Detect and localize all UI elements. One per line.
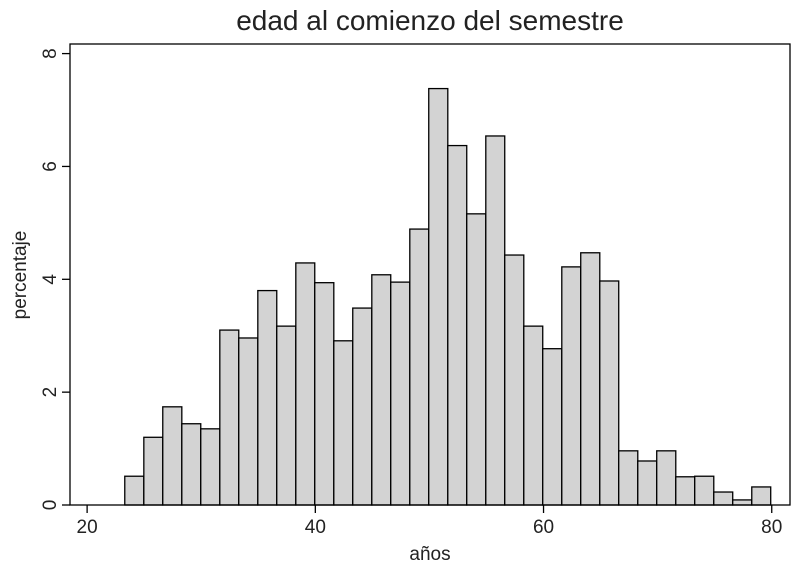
bar	[542, 348, 563, 506]
bar	[238, 337, 259, 506]
bar	[675, 476, 696, 506]
bar	[143, 436, 164, 506]
y-tick-label: 2	[40, 387, 61, 398]
bar	[561, 266, 582, 506]
bar	[257, 289, 278, 506]
bar	[637, 460, 658, 506]
bar	[618, 450, 639, 506]
bar	[352, 307, 373, 506]
chart-title: edad al comienzo del semestre	[236, 5, 624, 36]
bar	[580, 252, 601, 506]
bar	[447, 144, 468, 506]
y-tick-label: 0	[40, 500, 61, 511]
y-tick-label: 8	[40, 48, 61, 59]
bar	[162, 406, 183, 506]
x-tick-label: 80	[761, 517, 782, 538]
bar	[713, 491, 734, 506]
bar	[314, 282, 335, 506]
x-tick-label: 40	[305, 517, 326, 538]
bar	[124, 475, 145, 506]
bar	[751, 486, 772, 506]
x-tick-label: 60	[533, 517, 554, 538]
bar	[409, 228, 430, 506]
bar	[466, 213, 487, 506]
bar	[333, 340, 354, 506]
bar	[485, 135, 506, 506]
x-axis-label: años	[409, 544, 450, 565]
bar	[295, 262, 316, 506]
bar	[276, 325, 297, 506]
plot-frame	[69, 43, 791, 506]
bar	[390, 281, 411, 506]
bar	[732, 499, 753, 506]
bar	[599, 280, 620, 506]
bar	[371, 274, 392, 506]
y-tick-label: 4	[40, 274, 61, 285]
bar	[200, 428, 221, 506]
y-axis-label: percentaje	[10, 231, 31, 320]
x-tick-label: 20	[77, 517, 98, 538]
bar	[428, 87, 449, 506]
bar	[181, 423, 202, 506]
bar	[523, 325, 544, 506]
y-tick-label: 6	[40, 161, 61, 172]
bar	[504, 254, 525, 506]
bar	[219, 329, 240, 506]
bar	[694, 475, 715, 506]
bar	[656, 450, 677, 506]
